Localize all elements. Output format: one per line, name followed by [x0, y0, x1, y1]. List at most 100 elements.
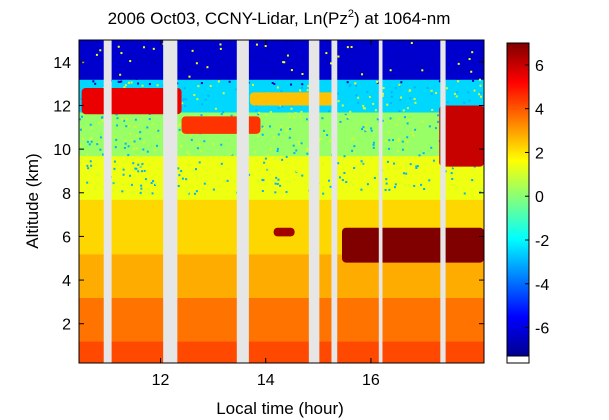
- noise-speck: [370, 129, 373, 132]
- noise-speck: [455, 95, 458, 98]
- noise-speck: [336, 92, 339, 95]
- noise-speck: [358, 172, 361, 175]
- noise-speck: [148, 57, 151, 60]
- noise-speck: [193, 93, 196, 96]
- noise-speck: [285, 129, 288, 132]
- noise-speck: [418, 64, 421, 67]
- noise-speck: [142, 148, 145, 151]
- noise-speck: [413, 42, 416, 45]
- noise-speck: [134, 125, 137, 128]
- noise-speck: [381, 119, 384, 122]
- noise-speck: [137, 75, 140, 78]
- noise-speck: [214, 53, 217, 56]
- noise-speck: [364, 124, 367, 127]
- noise-speck: [299, 115, 302, 118]
- noise-speck: [220, 162, 223, 165]
- noise-speck: [284, 65, 287, 68]
- noise-speck: [404, 184, 407, 187]
- noise-speck: [123, 86, 126, 89]
- noise-speck: [445, 87, 448, 90]
- altitude-band: [79, 335, 484, 342]
- noise-speck: [115, 113, 118, 116]
- noise-speck: [129, 52, 132, 55]
- noise-speck: [141, 162, 144, 165]
- noise-speck: [478, 93, 481, 96]
- noise-speck: [361, 73, 364, 76]
- noise-speck: [116, 124, 119, 127]
- noise-speck: [437, 120, 440, 123]
- noise-speck: [298, 143, 301, 146]
- noise-speck: [227, 65, 230, 68]
- noise-speck: [351, 138, 354, 141]
- noise-speck: [430, 92, 433, 95]
- noise-speck: [306, 147, 309, 150]
- noise-speck: [360, 188, 363, 191]
- noise-speck: [125, 125, 128, 128]
- noise-speck: [295, 149, 298, 152]
- noise-speck: [413, 98, 416, 101]
- noise-speck: [382, 65, 385, 68]
- noise-speck: [212, 188, 215, 191]
- noise-speck: [368, 59, 371, 62]
- noise-speck: [127, 145, 130, 148]
- noise-speck: [421, 120, 424, 123]
- noise-speck: [266, 168, 269, 171]
- noise-speck: [343, 71, 346, 74]
- colorbar-extension: [506, 355, 530, 364]
- noise-speck: [150, 59, 153, 62]
- altitude-band: [79, 199, 484, 206]
- data-gap: [331, 40, 338, 363]
- altitude-band: [79, 308, 484, 315]
- noise-speck: [364, 107, 367, 110]
- noise-speck: [471, 56, 474, 59]
- noise-speck: [292, 116, 295, 119]
- noise-speck: [365, 128, 368, 131]
- noise-speck: [383, 73, 386, 76]
- noise-speck: [294, 112, 297, 115]
- noise-speck: [473, 165, 476, 168]
- noise-speck: [391, 139, 394, 142]
- noise-speck: [279, 104, 282, 107]
- noise-speck: [421, 69, 424, 72]
- noise-speck: [444, 170, 447, 173]
- noise-speck: [120, 80, 123, 83]
- noise-speck: [277, 133, 280, 136]
- noise-speck: [82, 129, 85, 132]
- noise-speck: [203, 140, 206, 143]
- noise-speck: [300, 142, 303, 145]
- noise-speck: [273, 136, 276, 139]
- noise-speck: [123, 161, 126, 164]
- noise-speck: [347, 71, 350, 74]
- noise-speck: [268, 47, 271, 50]
- noise-speck: [248, 173, 251, 176]
- altitude-band: [79, 281, 484, 288]
- noise-speck: [430, 146, 433, 149]
- noise-speck: [382, 87, 385, 90]
- noise-speck: [363, 161, 366, 164]
- noise-speck: [88, 65, 91, 68]
- noise-speck: [473, 89, 476, 92]
- noise-speck: [263, 161, 266, 164]
- noise-speck: [280, 90, 283, 93]
- noise-speck: [454, 185, 457, 188]
- noise-speck: [366, 90, 369, 93]
- noise-speck: [382, 92, 385, 95]
- noise-speck: [152, 47, 155, 50]
- noise-speck: [121, 190, 124, 193]
- noise-speck: [350, 181, 353, 184]
- noise-speck: [96, 143, 99, 146]
- noise-speck: [285, 40, 288, 43]
- noise-speck: [120, 52, 123, 55]
- noise-speck: [405, 172, 408, 175]
- noise-speck: [205, 180, 208, 183]
- altitude-band: [79, 106, 484, 113]
- noise-speck: [79, 118, 82, 121]
- noise-speck: [292, 75, 295, 78]
- noise-speck: [446, 101, 449, 104]
- noise-speck: [388, 71, 391, 74]
- noise-speck: [404, 165, 407, 168]
- noise-speck: [437, 114, 440, 117]
- noise-speck: [389, 102, 392, 105]
- noise-speck: [386, 160, 389, 163]
- noise-speck: [402, 172, 405, 175]
